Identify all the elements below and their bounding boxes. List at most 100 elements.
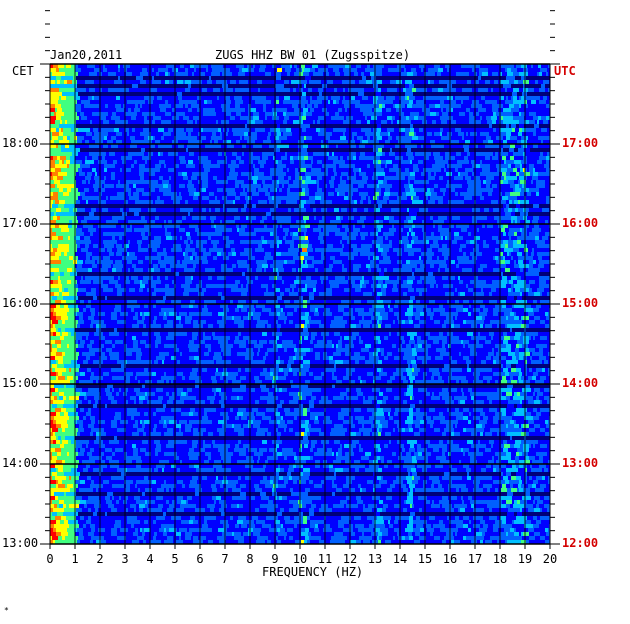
spectrogram-cell [537,156,539,161]
spectrogram-cell [499,88,505,93]
spectrogram-cell [405,92,409,97]
spectrogram-cell [228,64,233,69]
spectrogram-cell [163,152,165,157]
spectrogram-cell [186,164,188,169]
spectrogram-cell [357,132,359,137]
spectrogram-cell [140,104,142,109]
spectrogram-cell [94,188,98,193]
spectrogram-cell [64,64,66,69]
spectrogram-cell [137,112,142,117]
spectrogram-cell [453,64,459,69]
spectrogram-cell [251,84,255,89]
spectrogram-cell [449,148,453,153]
spectrogram-cell [255,132,257,137]
spectrogram-cell [378,144,384,149]
spectrogram-cell [265,100,271,105]
spectrogram-cell [100,116,106,121]
spectrogram-cell [396,172,399,177]
spectrogram-cell [460,216,466,221]
spectrogram-cell [111,168,114,173]
spectrogram-cell [444,212,449,217]
spectrogram-cell [449,212,454,217]
spectrogram-cell [395,160,401,165]
spectrogram-cell [465,76,468,81]
spectrogram-cell [185,68,188,73]
spectrogram-cell [191,128,193,133]
spectrogram-cell [88,68,94,73]
spectrogram-cell [67,136,70,141]
spectrogram-cell [258,148,262,153]
spectrogram-cell [544,112,550,117]
spectrogram-cell [59,132,63,137]
spectrogram-cell [443,176,449,181]
spectrogram-cell [529,124,534,129]
spectrogram-cell [437,160,442,165]
spectrogram-cell [54,96,59,101]
spectrogram-cell [416,84,421,89]
spectrogram-cell [350,200,354,205]
spectrogram-cell [116,108,121,113]
spectrogram-cell [308,88,312,93]
spectrogram-cell [441,168,444,173]
spectrogram-cell [532,176,538,181]
spectrogram-cell [455,128,457,133]
spectrogram-cell [218,192,221,197]
spectrogram-cell [129,184,133,189]
spectrogram-cell [396,92,402,97]
spectrogram-cell [243,156,245,161]
spectrogram-cell [69,192,74,197]
spectrogram-cell [517,136,521,141]
spectrogram-cell [539,88,545,93]
spectrogram-cell [94,160,96,165]
spectrogram-cell [121,108,124,113]
spectrogram-cell [402,216,404,221]
spectrogram-cell [503,116,508,121]
spectrogram-cell [168,88,174,93]
spectrogram-cell [235,88,241,93]
spectrogram-cell [446,124,448,129]
spectrogram-cell [494,216,500,221]
spectrogram-cell [442,212,444,217]
spectrogram-cell [539,120,543,125]
spectrogram-cell [505,212,508,217]
spectrogram-cell [447,204,450,209]
spectrogram-cell [346,136,352,141]
spectrogram-cell [270,208,272,213]
spectrogram-cell [421,68,423,73]
spectrogram-cell [76,120,78,125]
spectrogram-cell [355,164,359,169]
spectrogram-cell [287,160,290,165]
spectrogram-cell [534,200,538,205]
spectrogram-cell [362,208,364,213]
spectrogram-cell [511,108,516,113]
spectrogram-cell [544,164,546,169]
spectrogram-cell [154,176,157,181]
spectrogram-cell [157,80,159,85]
spectrogram-cell [227,176,231,181]
spectrogram-cell [293,92,295,97]
spectrogram-cell [395,200,401,205]
spectrogram-cell [141,168,143,173]
spectrogram-cell [282,208,288,213]
spectrogram-cell [486,172,490,177]
spectrogram-cell [236,112,241,117]
spectrogram-cell [408,204,414,209]
spectrogram-cell [253,160,258,165]
spectrogram-cell [205,144,210,149]
spectrogram-cell [382,152,385,157]
spectrogram-cell [60,120,62,125]
spectrogram-cell [546,168,550,173]
spectrogram-cell [311,212,315,217]
spectrogram-cell [224,108,229,113]
spectrogram-cell [191,164,195,169]
spectrogram-cell [132,172,136,177]
spectrogram-cell [188,176,191,181]
spectrogram-cell [477,120,481,125]
spectrogram-cell [287,148,292,153]
spectrogram-cell [519,116,524,121]
spectrogram-cell [476,184,481,189]
spectrogram-cell [422,196,426,201]
spectrogram-cell [533,208,535,213]
spectrogram-cell [239,96,242,101]
spectrogram-cell [178,200,180,205]
